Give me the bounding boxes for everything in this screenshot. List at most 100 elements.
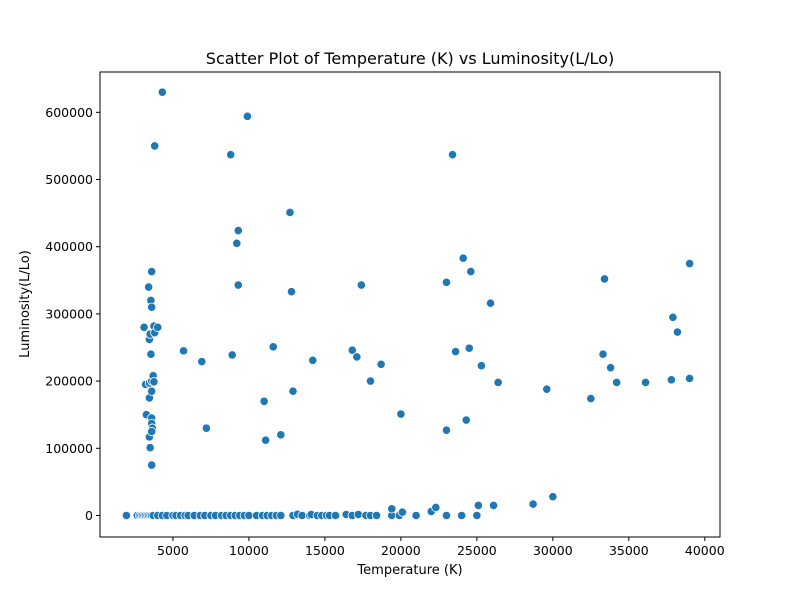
x-tick-label: 30000 <box>533 543 573 558</box>
scatter-point <box>330 510 341 521</box>
scatter-point <box>485 298 496 308</box>
x-axis-ticks: 5000 10000 15000 20000 25000 30000 35000 40000 <box>157 537 725 558</box>
scatter-point <box>242 111 253 121</box>
scatter-point <box>147 302 157 312</box>
scatter-point <box>232 238 242 248</box>
scatter-point <box>685 373 695 384</box>
scatter-point <box>672 327 683 337</box>
scatter-point <box>548 492 558 502</box>
scatter-point <box>121 510 132 521</box>
scatter-point <box>457 510 467 521</box>
scatter-point <box>261 435 271 445</box>
scatter-point <box>347 345 357 355</box>
scatter-point <box>352 352 362 362</box>
scatter-point <box>147 266 157 277</box>
scatter-point <box>144 282 154 292</box>
scatter-point <box>450 346 461 357</box>
x-tick-label: 40000 <box>685 543 725 558</box>
scatter-point <box>353 509 363 520</box>
plot-area: 5000 10000 15000 20000 25000 30000 35000 40000 … <box>45 71 725 558</box>
scatter-point <box>640 377 651 388</box>
scatter-point <box>466 266 476 277</box>
x-tick-label: 5000 <box>157 543 189 558</box>
scatter-point <box>441 510 452 521</box>
scatter-point <box>441 425 452 435</box>
scatter-point <box>308 355 318 365</box>
scatter-point <box>458 253 468 263</box>
scatter-point <box>157 87 167 97</box>
scatter-point <box>146 349 156 359</box>
x-tick-label: 25000 <box>457 543 497 558</box>
scatter-point <box>139 322 149 332</box>
scatter-point <box>286 287 297 297</box>
scatter-point <box>461 415 471 425</box>
x-axis-label: Temperature (K) <box>356 563 462 578</box>
scatter-point <box>201 423 211 433</box>
scatter-point <box>476 361 487 371</box>
y-axis-ticks: 0 100000 200000 300000 400000 500000 600000 <box>45 105 100 523</box>
scatter-point <box>441 277 452 287</box>
y-tick-label: 100000 <box>45 441 93 456</box>
scatter-point <box>493 377 503 388</box>
scatter-point <box>528 499 538 509</box>
scatter-point <box>227 350 237 360</box>
scatter-point <box>472 510 482 521</box>
scatter-point <box>268 342 278 352</box>
y-tick-label: 0 <box>85 508 93 523</box>
scatter-point <box>685 258 695 269</box>
scatter-point <box>473 500 483 511</box>
scatter-point <box>586 393 596 404</box>
x-tick-label: 20000 <box>381 543 421 558</box>
scatter-point <box>197 357 207 367</box>
scatter-point <box>376 359 386 369</box>
scatter-point <box>147 386 157 396</box>
scatter-point <box>411 510 421 521</box>
scatter-point <box>447 150 458 160</box>
scatter-point <box>285 207 295 218</box>
scatter-point <box>666 375 676 385</box>
scatter-point <box>244 510 254 521</box>
scatter-point <box>153 322 163 332</box>
scatter-point <box>259 396 269 406</box>
scatter-point <box>288 386 298 396</box>
y-tick-label: 500000 <box>45 172 93 187</box>
scatter-point <box>365 376 376 386</box>
scatter-point <box>149 377 159 387</box>
scatter-point <box>387 504 397 514</box>
scatter-point <box>612 377 622 388</box>
scatter-point <box>668 312 678 322</box>
scatter-point <box>147 426 157 437</box>
x-tick-label: 35000 <box>609 543 649 558</box>
axes-frame <box>99 71 721 538</box>
y-axis-label: Luminosity(L/Lo) <box>18 250 33 358</box>
scatter-point <box>150 141 160 151</box>
x-tick-label: 10000 <box>229 543 269 558</box>
scatter-point <box>226 150 236 160</box>
chart-title: Scatter Plot of Temperature (K) vs Lumin… <box>206 49 614 68</box>
scatter-point <box>297 510 307 521</box>
scatter-point <box>233 225 243 236</box>
y-tick-label: 400000 <box>45 239 93 254</box>
scatter-point <box>598 349 608 359</box>
scatter-point <box>145 443 155 453</box>
scatter-point <box>233 280 243 290</box>
data-points <box>121 87 695 521</box>
scatter-point <box>356 280 366 290</box>
scatter-point <box>276 510 286 521</box>
y-tick-label: 200000 <box>45 374 93 389</box>
scatter-point <box>178 346 189 356</box>
scatter-point <box>397 507 408 517</box>
scatter-point <box>605 363 616 373</box>
y-tick-label: 300000 <box>45 306 93 321</box>
scatter-point <box>396 409 406 419</box>
scatter-point <box>276 430 286 440</box>
scatter-point <box>147 460 157 470</box>
scatter-point <box>599 274 610 284</box>
scatter-point <box>542 384 552 394</box>
scatter-point <box>464 343 474 353</box>
scatter-point <box>431 502 441 513</box>
scatter-point <box>488 500 499 511</box>
scatter-point <box>371 510 382 521</box>
